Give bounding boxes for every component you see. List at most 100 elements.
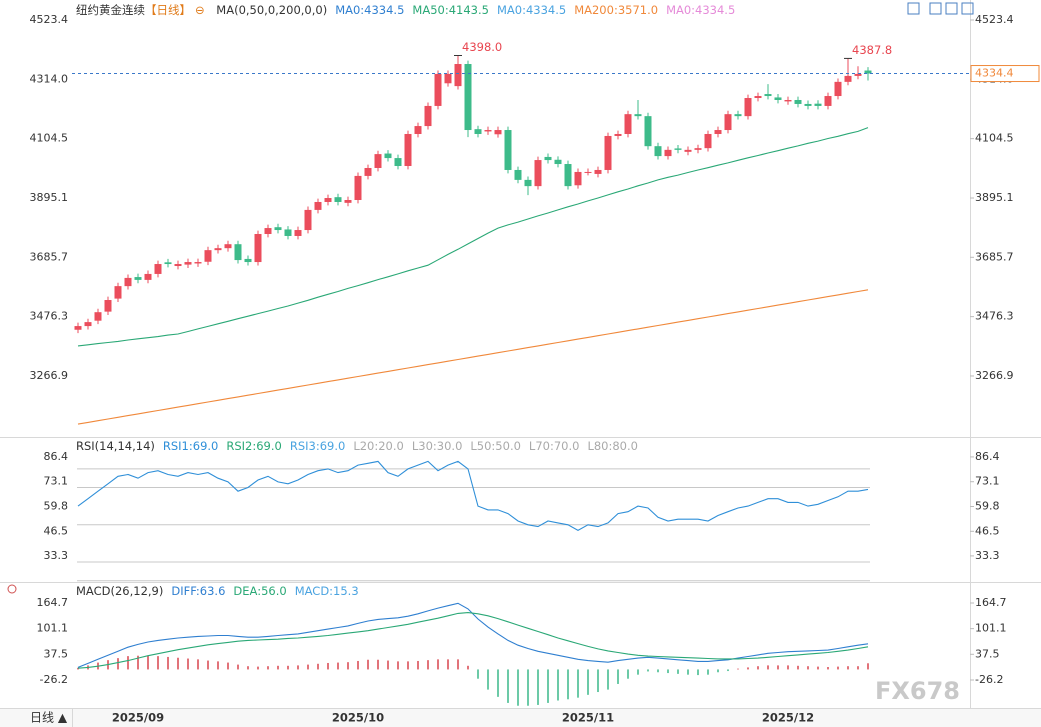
candle-body (394, 158, 402, 167)
y-tick-label-right: 46.5 (975, 524, 1000, 537)
macd-bar (437, 659, 439, 670)
candle-body (384, 153, 392, 159)
macd-legend: MACD(26,12,9) DIFF:63.6 DEA:56.0 MACD:15.3 (76, 583, 367, 599)
candle-body (524, 179, 532, 187)
macd-bar (197, 659, 199, 670)
legend-item: MA0:4334.5 (666, 3, 736, 17)
macd-bar (237, 664, 239, 670)
macd-bar (117, 658, 119, 670)
indicator-line (77, 612, 869, 669)
period-icon[interactable]: ⊖ (195, 3, 205, 17)
candle-body (294, 230, 302, 236)
candle-body (454, 64, 462, 87)
y-tick-label: -26.2 (40, 673, 68, 686)
legend-item: RSI(14,14,14) (76, 439, 155, 453)
macd-bar (77, 667, 79, 670)
candle-body (374, 154, 382, 168)
legend-item: MA0:4334.5 (335, 3, 405, 17)
macd-bar (317, 663, 319, 670)
y-tick-label-right: 4104.5 (975, 132, 1014, 145)
candle-body (254, 233, 262, 263)
legend-item: MA(0,50,0,200,0,0) (216, 3, 328, 17)
candle-body (334, 197, 342, 202)
y-tick-label-right: 33.3 (975, 549, 1000, 562)
rsi-legend: RSI(14,14,14) RSI1:69.0 RSI2:69.0 RSI3:69.0… (76, 438, 646, 454)
candle-body (404, 133, 412, 167)
candle-body (544, 156, 552, 161)
macd-bar (727, 669, 729, 672)
candle-body (784, 99, 792, 102)
candle-body (804, 103, 812, 106)
candle-body (734, 114, 742, 117)
y-tick-label-right: 3895.1 (975, 191, 1014, 204)
macd-bar (587, 669, 589, 695)
y-tick-label: 46.5 (44, 524, 69, 537)
candle-body (754, 96, 762, 99)
macd-bar (397, 661, 399, 670)
y-tick-label: 164.7 (37, 596, 69, 609)
legend-item: RSI2:69.0 (226, 439, 282, 453)
y-tick-label: 3895.1 (30, 191, 69, 204)
candle-body (94, 312, 102, 321)
macd-bar (177, 657, 179, 670)
icon-button[interactable] (945, 2, 958, 15)
macd-bar (647, 669, 649, 672)
candle-body (284, 229, 292, 236)
macd-bar (617, 669, 619, 684)
candle-body (574, 171, 582, 186)
y-tick-label: 33.3 (44, 549, 69, 562)
candle-body (634, 114, 642, 117)
macd-bar (227, 662, 229, 670)
macd-bar (517, 669, 519, 706)
candle-body (564, 164, 572, 187)
candle-body (724, 114, 732, 131)
icon-button[interactable] (907, 2, 920, 15)
y-tick-label: 3685.7 (30, 250, 69, 263)
toolbar-icons[interactable] (907, 2, 974, 15)
macd-bar (477, 669, 479, 679)
indicator-line (77, 460, 869, 532)
y-tick-label-right: 86.4 (975, 450, 1000, 463)
settings-icon[interactable] (7, 584, 17, 594)
candle-body (694, 148, 702, 150)
candle-body (864, 70, 872, 74)
x-tick-label: 2025/12 (762, 711, 814, 725)
macd-bar (277, 665, 279, 670)
candle-body (304, 209, 312, 231)
candle-body (124, 277, 132, 287)
candle-body (104, 300, 112, 312)
legend-item: L30:30.0 (411, 439, 463, 453)
candle-body (84, 322, 92, 327)
candle-body (764, 94, 772, 97)
macd-bar (487, 669, 489, 690)
macd-bar (217, 661, 219, 670)
candle-body (594, 169, 602, 174)
y-tick-label-right: 164.7 (975, 596, 1007, 609)
candle-body (274, 227, 282, 231)
macd-bar (377, 659, 379, 670)
icon-button[interactable] (961, 2, 974, 15)
period-button[interactable]: 日线 ▲ (30, 711, 68, 725)
legend-item: MA200:3571.0 (574, 3, 659, 17)
macd-bar (527, 669, 529, 706)
macd-bar (847, 666, 849, 670)
candle-body (444, 73, 452, 84)
y-tick-label-right: 3476.3 (975, 310, 1014, 323)
candle-body (464, 64, 472, 131)
candle-body (714, 130, 722, 134)
macd-bar (167, 656, 169, 670)
y-tick-label: 59.8 (44, 500, 69, 513)
macd-bar (287, 665, 289, 670)
candle-body (554, 159, 562, 165)
candle-body (144, 273, 152, 280)
icon-button[interactable] (929, 2, 942, 15)
legend-item: L80:80.0 (587, 439, 638, 453)
candle-body (154, 264, 162, 274)
legend-item: DIFF:63.6 (171, 584, 226, 598)
macd-bar (247, 666, 249, 670)
y-tick-label-right: 101.1 (975, 622, 1007, 635)
chart-title: 纽约黄金连续 (76, 3, 145, 17)
macd-bar (547, 669, 549, 703)
legend-item: RSI3:69.0 (289, 439, 346, 453)
